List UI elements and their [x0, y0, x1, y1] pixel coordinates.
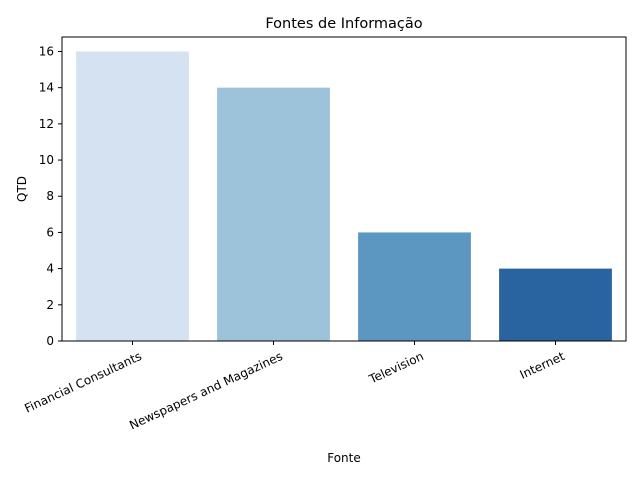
plot-frame: [61, 36, 627, 342]
y-tick-label: 2: [46, 298, 54, 312]
y-tick-label: 10: [39, 153, 54, 167]
bar-3: [358, 232, 471, 341]
bar-2: [217, 87, 330, 342]
bars-group: [76, 51, 612, 342]
x-tick-label: Television: [366, 349, 426, 387]
y-axis-label: QTD: [15, 176, 29, 202]
x-tick-label: Internet: [518, 349, 567, 382]
chart-title: Fontes de Informação: [265, 16, 422, 32]
x-axis-label: Fonte: [327, 451, 361, 465]
y-tick-label: 4: [46, 262, 54, 276]
x-tick-label: Newspapers and Magazines: [127, 349, 285, 432]
y-tick-label: 14: [39, 81, 54, 95]
x-tick-label: Financial Consultants: [22, 349, 143, 416]
bar-4: [499, 268, 612, 341]
y-tick-label: 0: [46, 334, 54, 348]
y-axis: 0 2 4 6 8 10 12 14 16: [39, 44, 62, 348]
bar-1: [76, 51, 189, 341]
y-tick-label: 6: [46, 225, 54, 239]
y-tick-label: 12: [39, 117, 54, 131]
y-tick-label: 16: [39, 44, 54, 58]
y-tick-label: 8: [46, 189, 54, 203]
